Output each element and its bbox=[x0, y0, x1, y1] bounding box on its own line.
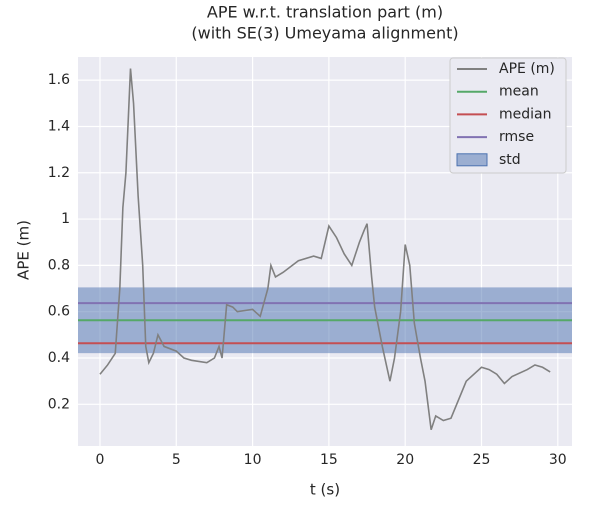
legend-label: median bbox=[499, 106, 551, 122]
y-tick-label: 1 bbox=[61, 211, 70, 227]
data-line bbox=[99, 68, 551, 431]
y-tick-label: 0.4 bbox=[48, 350, 70, 366]
y-tick-label: 1.6 bbox=[48, 72, 70, 88]
y-tick-label: 1.4 bbox=[48, 118, 70, 134]
x-tick-label: 0 bbox=[96, 452, 105, 468]
x-tick-label: 10 bbox=[244, 452, 262, 468]
x-tick-label: 30 bbox=[549, 452, 567, 468]
x-tick-label: 15 bbox=[320, 452, 338, 468]
legend-label: mean bbox=[499, 84, 539, 100]
x-tick-label: 25 bbox=[473, 452, 491, 468]
legend-box bbox=[449, 57, 567, 174]
legend-label: APE (m) bbox=[499, 61, 555, 77]
y-tick-label: 0.6 bbox=[48, 304, 70, 320]
legend-swatch bbox=[456, 153, 488, 167]
chart-subtitle: (with SE(3) Umeyama alignment) bbox=[191, 24, 458, 43]
y-axis-label: APE (m) bbox=[15, 220, 33, 280]
x-axis-label: t (s) bbox=[310, 481, 340, 499]
legend-label: std bbox=[499, 152, 521, 168]
x-tick-label: 5 bbox=[172, 452, 181, 468]
legend-label: rmse bbox=[499, 129, 534, 145]
y-tick-label: 1.2 bbox=[48, 165, 70, 181]
x-tick-label: 20 bbox=[396, 452, 414, 468]
y-tick-label: 0.2 bbox=[48, 396, 70, 412]
chart-title: APE w.r.t. translation part (m) bbox=[207, 3, 443, 22]
y-tick-label: 0.8 bbox=[48, 257, 70, 273]
